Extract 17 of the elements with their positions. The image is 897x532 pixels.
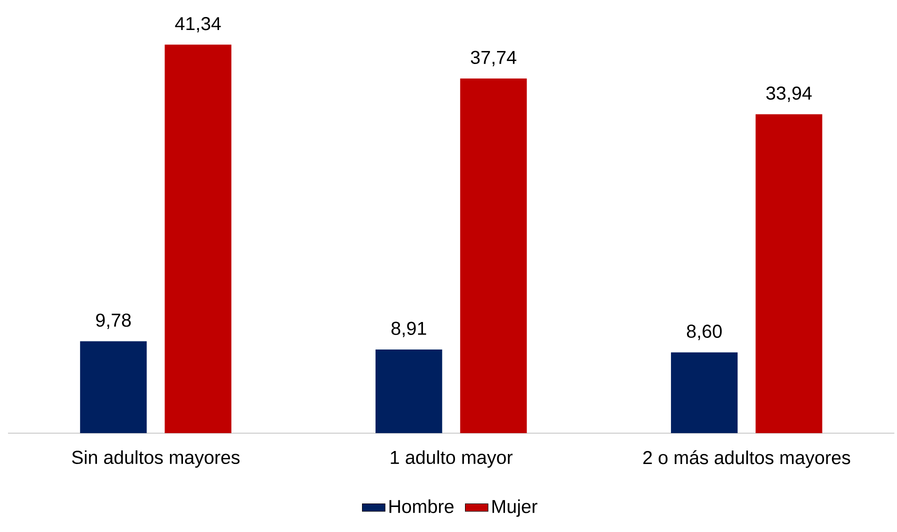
legend-label: Hombre — [390, 500, 454, 514]
bar — [376, 350, 442, 434]
data-label: 33,94 — [766, 86, 812, 102]
x-tick-label: 1 adulto mayor — [390, 450, 513, 468]
data-label: 9,78 — [96, 314, 131, 330]
bar — [756, 114, 822, 434]
data-label: 8,91 — [392, 322, 426, 338]
data-label: 41,34 — [175, 17, 221, 33]
bar — [164, 44, 232, 434]
data-label: 8,60 — [686, 324, 722, 340]
bar — [80, 341, 147, 434]
x-tick-label: 2 o más adultos mayores — [643, 450, 850, 468]
x-tick-label: Sin adultos mayores — [72, 450, 240, 468]
data-label: 37,74 — [470, 50, 516, 66]
bar — [460, 78, 527, 434]
bar — [670, 352, 738, 434]
legend-label: Mujer — [492, 500, 538, 517]
